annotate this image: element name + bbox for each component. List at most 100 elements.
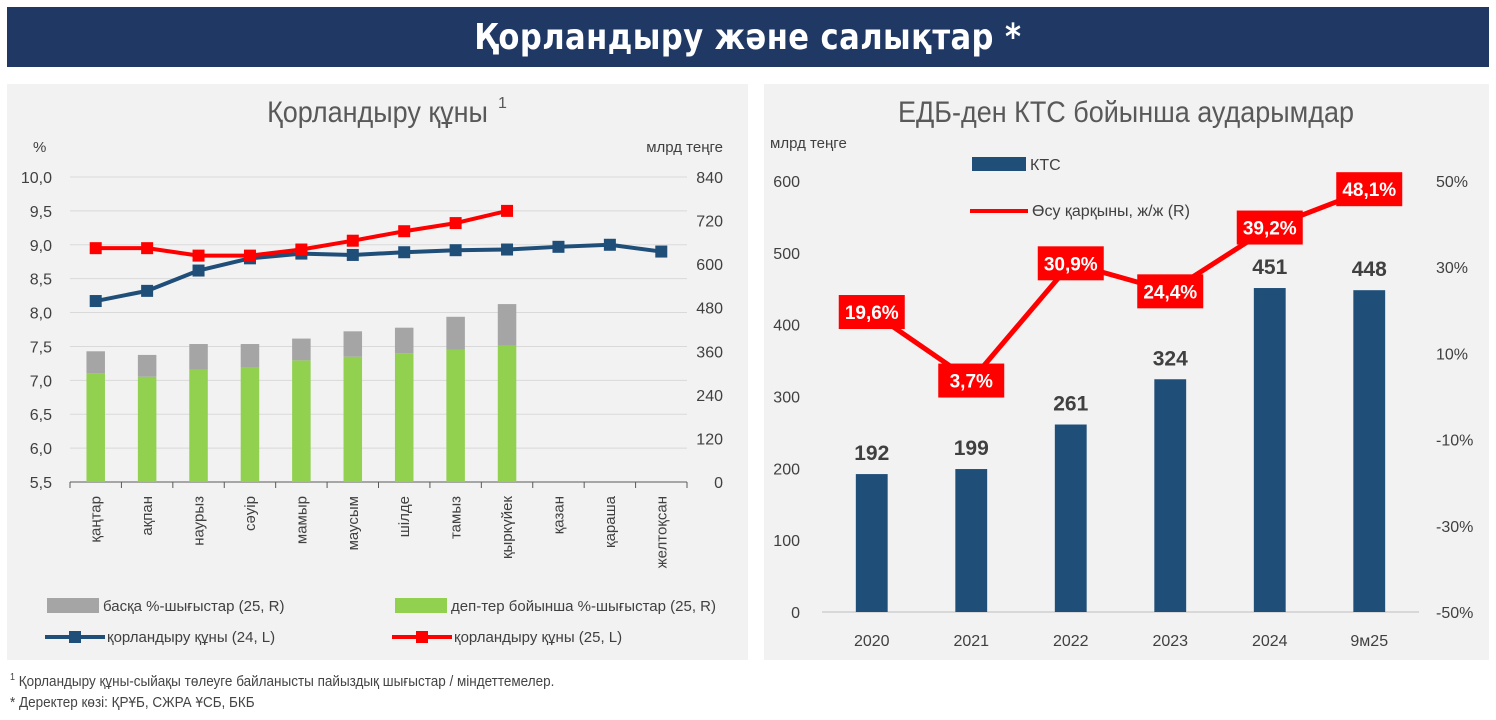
x-axis-category: 2023 [1152,633,1188,650]
marker-funding-cost-2024 [141,284,154,297]
marker-funding-cost-2025 [346,234,359,247]
left-axis-tick: 6,0 [30,441,52,458]
left-axis-unit: млрд теңге [770,135,847,152]
footnote-1: 1 Қорландыру құны-сыйақы төлеуге байланы… [10,672,554,690]
bar-other-interest [497,304,517,346]
chart-title: ЕДБ-ден КТС бойынша аударымдар [898,96,1354,130]
legend-funding-cost-2025-label: қорландыру құны (25, L) [454,629,622,646]
marker-funding-cost-2025 [192,249,205,262]
left-axis-tick: 9,5 [30,204,52,221]
right-axis-tick: -30% [1436,519,1473,536]
growth-label: 24,4% [1143,282,1197,303]
bar-dgf-transfer [955,469,988,612]
right-axis-tick: 480 [696,301,723,318]
footnote-1-mark: 1 [10,672,16,683]
x-axis-category: мамыр [293,496,310,544]
chart-title-superscript: 1 [498,95,507,112]
bar-dgf-transfer [1054,424,1087,612]
growth-label: 30,9% [1044,254,1098,275]
marker-funding-cost-2025 [243,249,256,262]
right-axis-tick: 600 [696,257,723,274]
right-axis-tick: 120 [696,431,723,448]
right-axis-tick: 840 [696,170,723,187]
funding-cost-chart: Қорландыру құны 1% млрд теңге 10,0 9,5 9,0 8,5… [21,95,723,646]
growth-label-box [1037,246,1104,281]
marker-funding-cost-2025 [89,242,102,255]
bar-other-interest [343,331,363,357]
footnote-source: * Деректер көзі: ҚРҰБ, СЖРА ҰСБ, БКБ [10,694,255,711]
bar-value-label: 261 [1053,393,1088,416]
legend-funding-cost-2024-label: қорландыру құны (24, L) [107,629,275,646]
left-axis-tick: 100 [773,533,800,550]
bar-dgf-transfer [1353,290,1386,612]
left-axis-tick: 8,5 [30,272,52,289]
left-axis-tick: 9,0 [30,238,52,255]
bar-other-interest [189,344,208,370]
bar-value-label: 192 [854,442,889,465]
x-axis-category: шілде [396,496,413,537]
x-axis-category: қараша [602,495,619,548]
x-axis-category: қазан [550,496,567,534]
legend-deposit-interest-label: деп-тер бойынша %-шығыстар (25, R) [451,598,716,615]
growth-label-box [1137,274,1204,309]
growth-label: 3,7% [950,372,993,393]
marker-funding-cost-2025 [398,225,411,238]
bar-deposit-interest [86,373,105,482]
legend-other-interest-label: басқа %-шығыстар (25, R) [103,598,284,615]
x-axis-category: қаңтар [88,496,105,543]
page-header: Қорландыру және салықтар * [7,7,1489,67]
marker-funding-cost-2024 [192,264,205,277]
page-title: Қорландыру және салықтар * [474,16,1022,58]
x-axis-category: 2020 [854,633,890,650]
marker-funding-cost-2025 [141,242,154,255]
legend-growth-label: Өсу қарқыны, ж/ж (R) [1032,203,1190,220]
right-axis-tick: 360 [696,344,723,361]
bar-other-interest [240,344,260,368]
bar-other-interest [394,327,414,354]
bar-dgf-transfer [1253,288,1286,612]
left-axis-tick: 10,0 [21,170,52,187]
bar-dgf-transfer [855,474,888,612]
line-funding-cost-2024 [95,242,662,303]
bar-deposit-interest [394,353,414,482]
marker-funding-cost-2024 [346,248,359,261]
legend-other-interest-swatch [47,598,99,613]
right-axis-tick: -10% [1436,433,1473,450]
bar-deposit-interest [189,369,208,482]
x-axis-category: 2024 [1252,633,1288,650]
x-axis-category: 9м25 [1350,633,1388,650]
left-axis-tick: 200 [773,461,800,478]
x-axis-category: қыркүйек [499,496,516,559]
left-axis-tick: 7,5 [30,339,52,356]
funding-cost-panel: Қорландыру құны 1% млрд теңге 10,0 9,5 9,0 8,5… [7,84,748,660]
left-axis-tick: 8,0 [30,306,52,323]
bar-other-interest [137,354,157,377]
x-axis-category: маусым [345,496,362,550]
bar-deposit-interest [497,345,517,482]
bar-dgf-transfer [1154,379,1187,612]
growth-label-box [1236,210,1303,245]
marker-funding-cost-2024 [552,240,565,253]
right-axis-tick: 240 [696,388,723,405]
bar-deposit-interest [137,376,157,482]
growth-label-box [938,363,1005,398]
right-axis-tick: 720 [696,214,723,231]
marker-funding-cost-2024 [501,243,514,256]
left-axis-tick: 7,0 [30,373,52,390]
bar-value-label: 448 [1352,258,1387,281]
growth-label-box [838,295,905,330]
bar-deposit-interest [446,349,465,482]
left-axis-tick: 0 [791,605,800,622]
x-axis-category: 2021 [953,633,989,650]
right-axis-tick: 10% [1436,346,1468,363]
x-axis-category: желтоқсан [653,496,670,568]
right-axis-tick: 50% [1436,174,1468,191]
marker-funding-cost-2025 [295,243,308,256]
legend-funding-cost-2025-marker [416,631,428,643]
legend-funding-cost-2024-marker [69,631,81,643]
bar-other-interest [86,351,105,374]
legend-deposit-interest-swatch [395,598,447,613]
left-axis-tick: 5,5 [30,475,52,492]
right-axis-tick: 0 [714,475,723,492]
left-axis-tick: 300 [773,390,800,407]
